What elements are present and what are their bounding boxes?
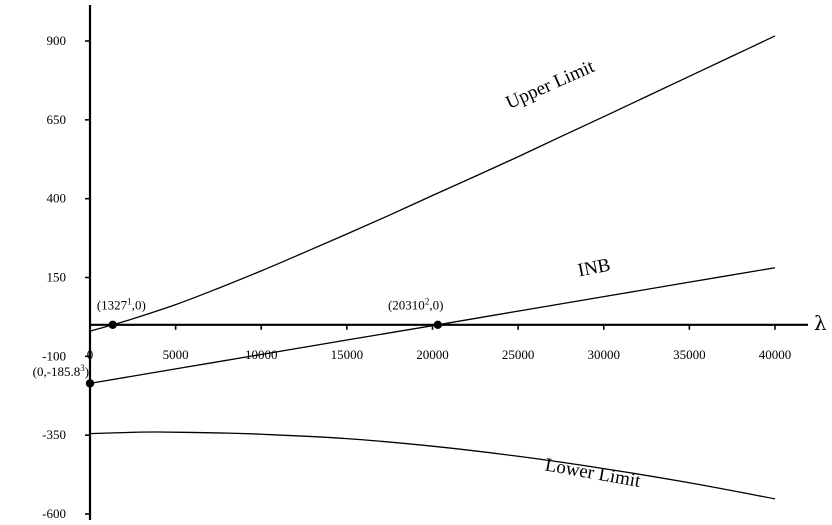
annotation-label-main: (1327 xyxy=(97,298,128,313)
x-tick-label: 25000 xyxy=(502,347,535,362)
curve-label-inb: INB xyxy=(576,255,612,282)
annotation-label-suffix: ,0) xyxy=(132,298,146,313)
x-tick-label: 35000 xyxy=(673,347,706,362)
x-tick-label: 30000 xyxy=(588,347,621,362)
annotation-label-superscript: 2 xyxy=(425,297,430,307)
x-tick-label: 40000 xyxy=(759,347,792,362)
annotation-label-main: (0,-185.8 xyxy=(33,364,81,379)
y-tick-label: 150 xyxy=(47,270,67,285)
x-tick-label: 0 xyxy=(87,347,94,362)
annotation-label: (13271,0) xyxy=(97,297,146,313)
annotation-label-superscript: 3 xyxy=(80,363,85,373)
x-tick-label: 15000 xyxy=(331,347,364,362)
y-tick-label: -100 xyxy=(42,348,66,363)
x-tick-label: 20000 xyxy=(416,347,449,362)
annotation-label-main: (20310 xyxy=(388,298,425,313)
curve-label-lower-limit: Lower Limit xyxy=(543,455,642,493)
annotation-label: (203102,0) xyxy=(388,297,443,313)
x-axis-title: λ xyxy=(814,311,827,335)
annotation-label: (0,-185.83) xyxy=(33,363,90,379)
series-layer xyxy=(89,35,776,500)
curve-label-upper-limit: Upper Limit xyxy=(503,56,598,114)
annotation-label-suffix: ,0) xyxy=(429,298,443,313)
y-tick-label: 900 xyxy=(47,33,67,48)
y-tick-label: -600 xyxy=(42,506,66,521)
y-tick-label: 650 xyxy=(47,112,67,127)
series-line-upper-limit xyxy=(89,35,776,332)
x-tick-label: 5000 xyxy=(163,347,189,362)
series-line-lower-limit xyxy=(89,431,776,500)
y-tick-label: -350 xyxy=(42,427,66,442)
annotation-point xyxy=(108,320,117,329)
annotation-point xyxy=(85,379,95,388)
y-tick-label: 400 xyxy=(47,191,67,206)
annotation-label-suffix: ) xyxy=(85,364,89,379)
annotation-label-superscript: 1 xyxy=(127,297,132,307)
annotation-point xyxy=(433,320,443,329)
